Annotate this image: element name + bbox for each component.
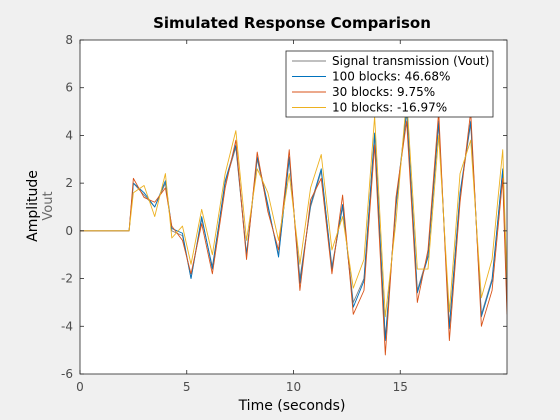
y-tick-label: 6 [65, 81, 73, 95]
legend-label: Signal transmission (Vout) [332, 54, 489, 68]
y-tick-label: 0 [65, 224, 73, 238]
x-tick-label: 15 [393, 380, 408, 394]
series-path [80, 96, 507, 318]
chart-legend[interactable]: Signal transmission (Vout) 100 blocks: 46… [285, 50, 494, 118]
y-tick-label: -2 [61, 272, 73, 286]
y-tick-label: -4 [61, 319, 73, 333]
legend-label: 10 blocks: -16.97% [332, 101, 447, 115]
legend-label: 30 blocks: 9.75% [332, 85, 435, 99]
legend-label: 100 blocks: 46.68% [332, 70, 450, 84]
y-tick-label: 8 [65, 33, 73, 47]
y-axis-label: Amplitude [25, 170, 41, 242]
series-line [80, 96, 507, 318]
y-tick-label: -6 [61, 367, 73, 381]
y-tick-label: 2 [65, 176, 73, 190]
x-tick-label: 10 [286, 380, 301, 394]
x-tick-label: 0 [76, 380, 84, 394]
y-tick-label: 4 [65, 128, 73, 142]
series-path [80, 111, 507, 356]
series-line [80, 111, 507, 356]
x-tick-label: 5 [183, 380, 191, 394]
x-axis-label: Time (seconds) [238, 398, 346, 414]
x-axis-ticks: 0 5 10 15 [76, 40, 408, 394]
legend-box [285, 50, 494, 118]
y-axis-ticks: -6 -4 -2 0 2 4 6 8 [61, 33, 507, 381]
chart-title: Simulated Response Comparison [153, 14, 431, 32]
series-layer [80, 96, 507, 356]
y-axis-unit-label: Vout [41, 191, 56, 220]
